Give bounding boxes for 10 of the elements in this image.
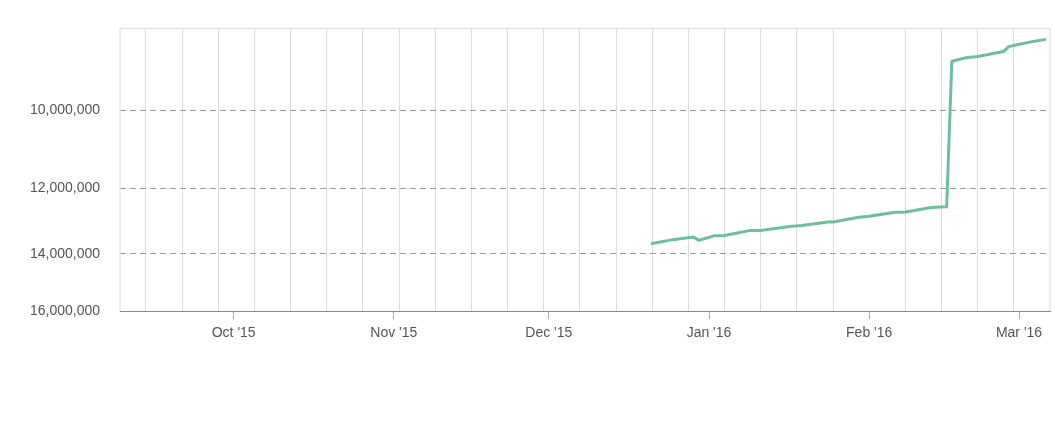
x-tick-label: Nov '15 xyxy=(370,324,418,341)
y-tick-label: 10,000,000 xyxy=(29,100,101,117)
y-tick-label: 14,000,000 xyxy=(29,244,101,261)
x-tick-label: Dec '15 xyxy=(525,324,573,341)
y-tick-label: 12,000,000 xyxy=(29,178,101,195)
x-tick-label: Feb '16 xyxy=(846,324,893,341)
x-tick-label: Jan '16 xyxy=(686,324,732,341)
x-tick-label: Oct '15 xyxy=(211,324,256,341)
y-tick-label: 16,000,000 xyxy=(29,301,101,318)
x-tick-label: Mar '16 xyxy=(995,324,1043,341)
